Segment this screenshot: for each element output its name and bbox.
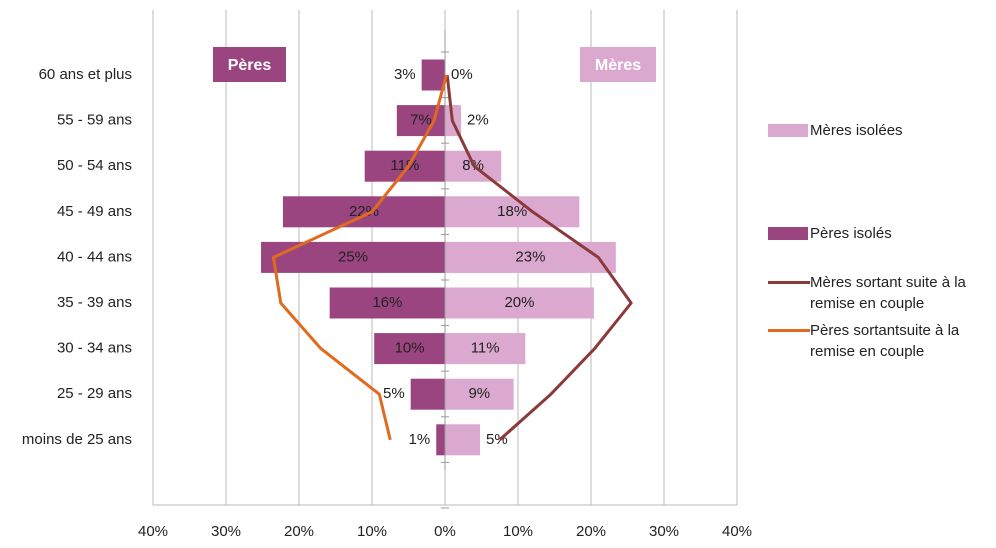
bar [282, 196, 445, 228]
legend-swatch [768, 329, 810, 332]
bar [445, 241, 616, 273]
data-label: 10% [395, 340, 425, 357]
x-tick-label: 10% [503, 523, 533, 540]
data-label: 3% [394, 66, 416, 83]
line-series [271, 74, 448, 441]
bar [421, 59, 445, 91]
x-tick-label: 40% [722, 523, 752, 540]
legend-entry: Pères isolés [768, 223, 996, 244]
data-label: 22% [349, 203, 379, 220]
x-tick-label: 30% [649, 523, 679, 540]
legend-entry: Mères isolées [768, 120, 996, 141]
annotation-box [213, 47, 286, 82]
data-label: 5% [486, 431, 508, 448]
line-series [445, 74, 633, 441]
data-label: 9% [468, 385, 490, 402]
bar [374, 333, 445, 365]
legend-entry: Pères sortantsuite à la remise en couple [768, 320, 996, 362]
legend-entry: Mères sortant suite à la remise en coupl… [768, 272, 996, 314]
y-tick-label: 35 - 39 ans [57, 294, 132, 311]
y-tick-label: 30 - 34 ans [57, 340, 132, 357]
annotation: Pères [228, 57, 272, 74]
legend-label: Mères isolées [810, 122, 903, 139]
legend-label: Pères sortantsuite à la remise en couple [810, 322, 960, 360]
legend-swatch [768, 124, 808, 137]
bar [445, 424, 481, 456]
x-tick-label: 20% [284, 523, 314, 540]
y-tick-label: moins de 25 ans [22, 431, 132, 448]
data-label: 18% [497, 203, 527, 220]
data-label: 20% [504, 294, 534, 311]
bar [445, 287, 594, 319]
annotation: Mères [595, 57, 641, 74]
data-label: 0% [451, 66, 473, 83]
data-label: 25% [338, 248, 368, 265]
bar [445, 378, 514, 410]
x-tick-label: 30% [211, 523, 241, 540]
y-tick-label: 45 - 49 ans [57, 203, 132, 220]
y-tick-label: 60 ans et plus [39, 66, 132, 83]
data-label: 11% [471, 340, 500, 357]
y-tick-label: 40 - 44 ans [57, 248, 132, 265]
y-tick-label: 50 - 54 ans [57, 157, 132, 174]
x-tick-label: 40% [138, 523, 168, 540]
x-tick-label: 10% [357, 523, 387, 540]
y-tick-label: 55 - 59 ans [57, 112, 132, 129]
legend-swatch [768, 227, 808, 240]
data-label: 16% [372, 294, 402, 311]
legend-label: Pères isolés [810, 225, 892, 242]
bar [445, 333, 526, 365]
bar [436, 424, 445, 456]
bar [261, 241, 445, 273]
bar [329, 287, 445, 319]
bar [410, 378, 445, 410]
x-tick-label: 0% [434, 523, 456, 540]
y-tick-label: 25 - 29 ans [57, 385, 132, 402]
x-tick-label: 20% [576, 523, 606, 540]
data-label: 5% [383, 385, 405, 402]
data-label: 2% [467, 112, 489, 129]
legend-swatch [768, 281, 810, 284]
data-label: 23% [515, 248, 545, 265]
bar [364, 150, 445, 182]
legend-label: Mères sortant suite à la remise en coupl… [810, 274, 966, 312]
data-label: 1% [409, 431, 431, 448]
annotation-box [580, 47, 656, 82]
bar [445, 196, 580, 228]
data-label: 7% [410, 112, 432, 129]
